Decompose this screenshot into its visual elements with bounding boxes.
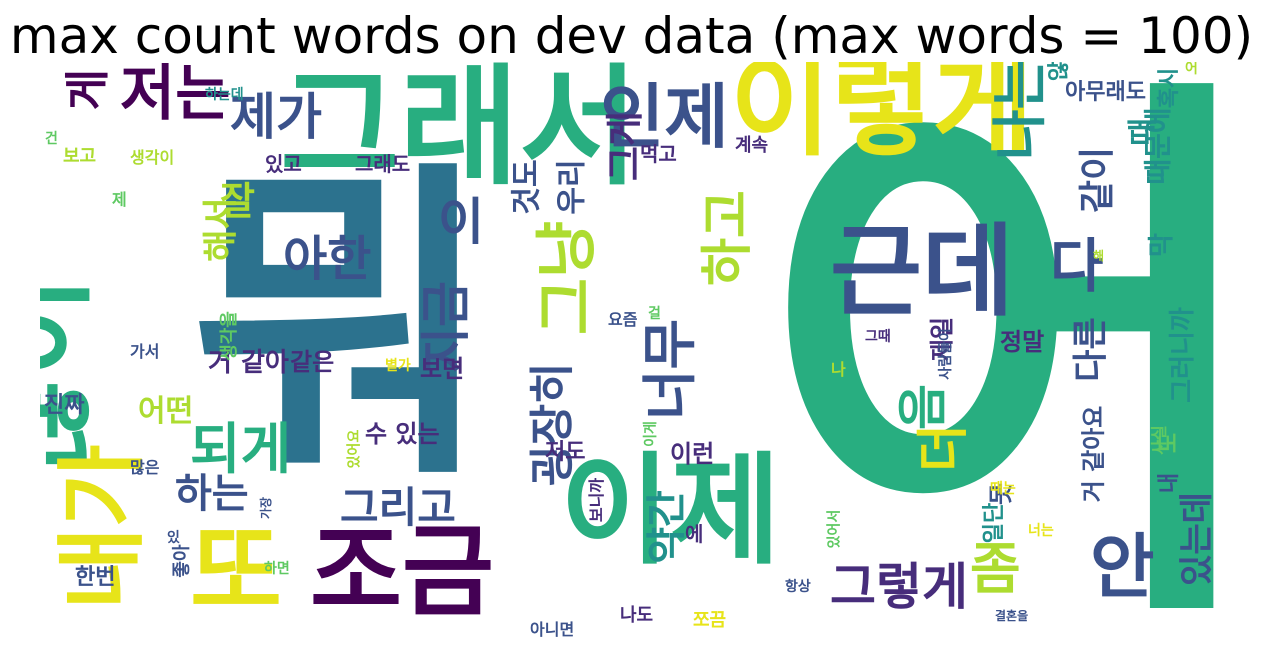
cloud-word: 안 bbox=[1090, 526, 1155, 608]
cloud-word: 걸 bbox=[648, 306, 661, 322]
cloud-word: 근데 bbox=[830, 213, 1014, 330]
cloud-word: 이렇게 bbox=[730, 62, 1034, 171]
cloud-word: 있 bbox=[167, 530, 180, 546]
cloud-word: 그때 bbox=[865, 329, 891, 345]
cloud-word: 같은 bbox=[290, 348, 335, 376]
cloud-word: 사실 bbox=[1149, 425, 1169, 455]
cloud-word: 또 bbox=[190, 513, 282, 630]
cloud-word: 때는 bbox=[990, 481, 1016, 497]
cloud-word: 나는 bbox=[988, 62, 1053, 161]
cloud-word: 수 있는 bbox=[365, 420, 440, 448]
cloud-word: 나도 bbox=[620, 605, 654, 626]
cloud-word: 보니까 bbox=[587, 477, 607, 523]
cloud-word: 내 bbox=[1157, 472, 1183, 494]
cloud-word: 있고 bbox=[265, 152, 302, 176]
cloud-word: 그리고 bbox=[340, 483, 456, 532]
cloud-word: 가장 bbox=[259, 496, 274, 520]
cloud-word: 좀 bbox=[970, 537, 1021, 601]
cloud-word: 해서 bbox=[201, 197, 242, 262]
cloud-word: 있어서 bbox=[826, 509, 843, 549]
cloud-word: 잘 bbox=[220, 179, 255, 223]
cloud-word: 보면 bbox=[420, 355, 465, 383]
cloud-word: 약간 bbox=[643, 490, 690, 564]
cloud-word: 제 bbox=[112, 190, 127, 209]
cloud-word: 때문에 bbox=[1141, 107, 1175, 185]
cloud-word: 하는 bbox=[175, 471, 249, 517]
cloud-word: 별가 bbox=[385, 358, 411, 374]
cloud-word: 뭐 bbox=[190, 135, 494, 519]
cloud-word: 계속 bbox=[735, 135, 769, 156]
word-cloud: 어 뭐 그래서 이렇게 근데 많이 이제 조금 또 내가 인제 저는 제가 나는 되게 아한 그냥 하고 너무 좀 안 그… bbox=[40, 62, 1221, 642]
cloud-word: 좋아 bbox=[171, 544, 193, 578]
cloud-word: 인제 bbox=[600, 76, 729, 158]
cloud-word: 이게 bbox=[642, 421, 659, 447]
cloud-word: 나 bbox=[831, 360, 846, 379]
cloud-word: 어 bbox=[1185, 62, 1198, 77]
cloud-word: 저는 bbox=[120, 62, 231, 129]
cloud-word: 먹고 bbox=[640, 142, 677, 166]
cloud-word: 거 같아 bbox=[208, 348, 289, 378]
cloud-word: 요즘 bbox=[608, 310, 638, 329]
cloud-word: 이 bbox=[438, 193, 484, 251]
cloud-word: 하고 bbox=[697, 190, 758, 286]
cloud-word: 해 bbox=[1093, 249, 1105, 263]
cloud-word: 있는데 bbox=[1176, 492, 1217, 586]
cloud-word: 되게 bbox=[190, 417, 292, 481]
cloud-word: 일단 bbox=[982, 502, 1008, 544]
cloud-word: 다 bbox=[1050, 232, 1104, 300]
cloud-word: 너무 bbox=[638, 318, 703, 421]
cloud-word: 않 bbox=[1047, 62, 1073, 82]
cloud-word: 한번 bbox=[75, 565, 116, 590]
cloud-word: 진짜 bbox=[44, 393, 85, 418]
cloud-word: 하는데 bbox=[205, 87, 244, 103]
cloud-word: 그렇게 bbox=[830, 558, 968, 616]
cloud-word: 것도 bbox=[509, 159, 545, 215]
cloud-word: 제가 bbox=[230, 88, 322, 146]
cloud-word: 우리 bbox=[554, 159, 590, 215]
cloud-word: 정말 bbox=[1000, 328, 1045, 356]
cloud-word: 많은 bbox=[130, 458, 160, 477]
cloud-word: 그래도 bbox=[355, 152, 411, 176]
cloud-word: 있어요 bbox=[346, 429, 363, 469]
cloud-word: 쪼끔 bbox=[693, 610, 727, 631]
cloud-word: 거 같아요 bbox=[1079, 405, 1108, 503]
cloud-word: 그러니까 bbox=[1167, 307, 1198, 403]
cloud-word: 그냥 bbox=[530, 220, 604, 336]
cloud-word: 그래서 bbox=[280, 62, 639, 203]
cloud-word: 저도 bbox=[545, 440, 586, 465]
cloud-word: 조금 bbox=[310, 513, 494, 630]
chart-title: max count words on dev data (max words =… bbox=[9, 7, 1254, 65]
cloud-word: 결혼을 bbox=[995, 609, 1029, 623]
cloud-word: 생각을 bbox=[218, 311, 240, 361]
cloud-word: 보고 bbox=[63, 146, 97, 167]
cloud-word: 이런 bbox=[670, 440, 715, 468]
cloud-word: 어 bbox=[760, 62, 1221, 642]
cloud-word: 생각이 bbox=[130, 148, 175, 167]
cloud-word: 게 bbox=[61, 68, 115, 111]
cloud-word: 굉장히 bbox=[525, 362, 579, 487]
cloud-word: 항상 bbox=[785, 579, 811, 595]
cloud-word: 아니면 bbox=[530, 620, 575, 639]
cloud-word: 건 bbox=[45, 131, 58, 147]
cloud-word: 너는 bbox=[1028, 523, 1054, 539]
cloud-word: 그게 bbox=[602, 111, 647, 181]
cloud-word: 같이 bbox=[1077, 146, 1119, 214]
cloud-word: 이제 bbox=[560, 442, 781, 581]
cloud-word: 어떤 bbox=[138, 394, 194, 429]
cloud-word: 혹시 bbox=[1157, 67, 1183, 109]
cloud-word: 아무래도 bbox=[1065, 80, 1146, 105]
cloud-word: 막 bbox=[1146, 233, 1177, 257]
cloud-word: 다른 bbox=[1071, 317, 1112, 382]
cloud-word: 사람들이 bbox=[937, 328, 954, 380]
cloud-word: 아한 bbox=[283, 231, 372, 287]
cloud-word: 가서 bbox=[130, 342, 160, 361]
cloud-word: 에 bbox=[685, 522, 704, 546]
cloud-word: 하면 bbox=[264, 561, 290, 577]
cloud-word: 더 bbox=[913, 424, 974, 472]
